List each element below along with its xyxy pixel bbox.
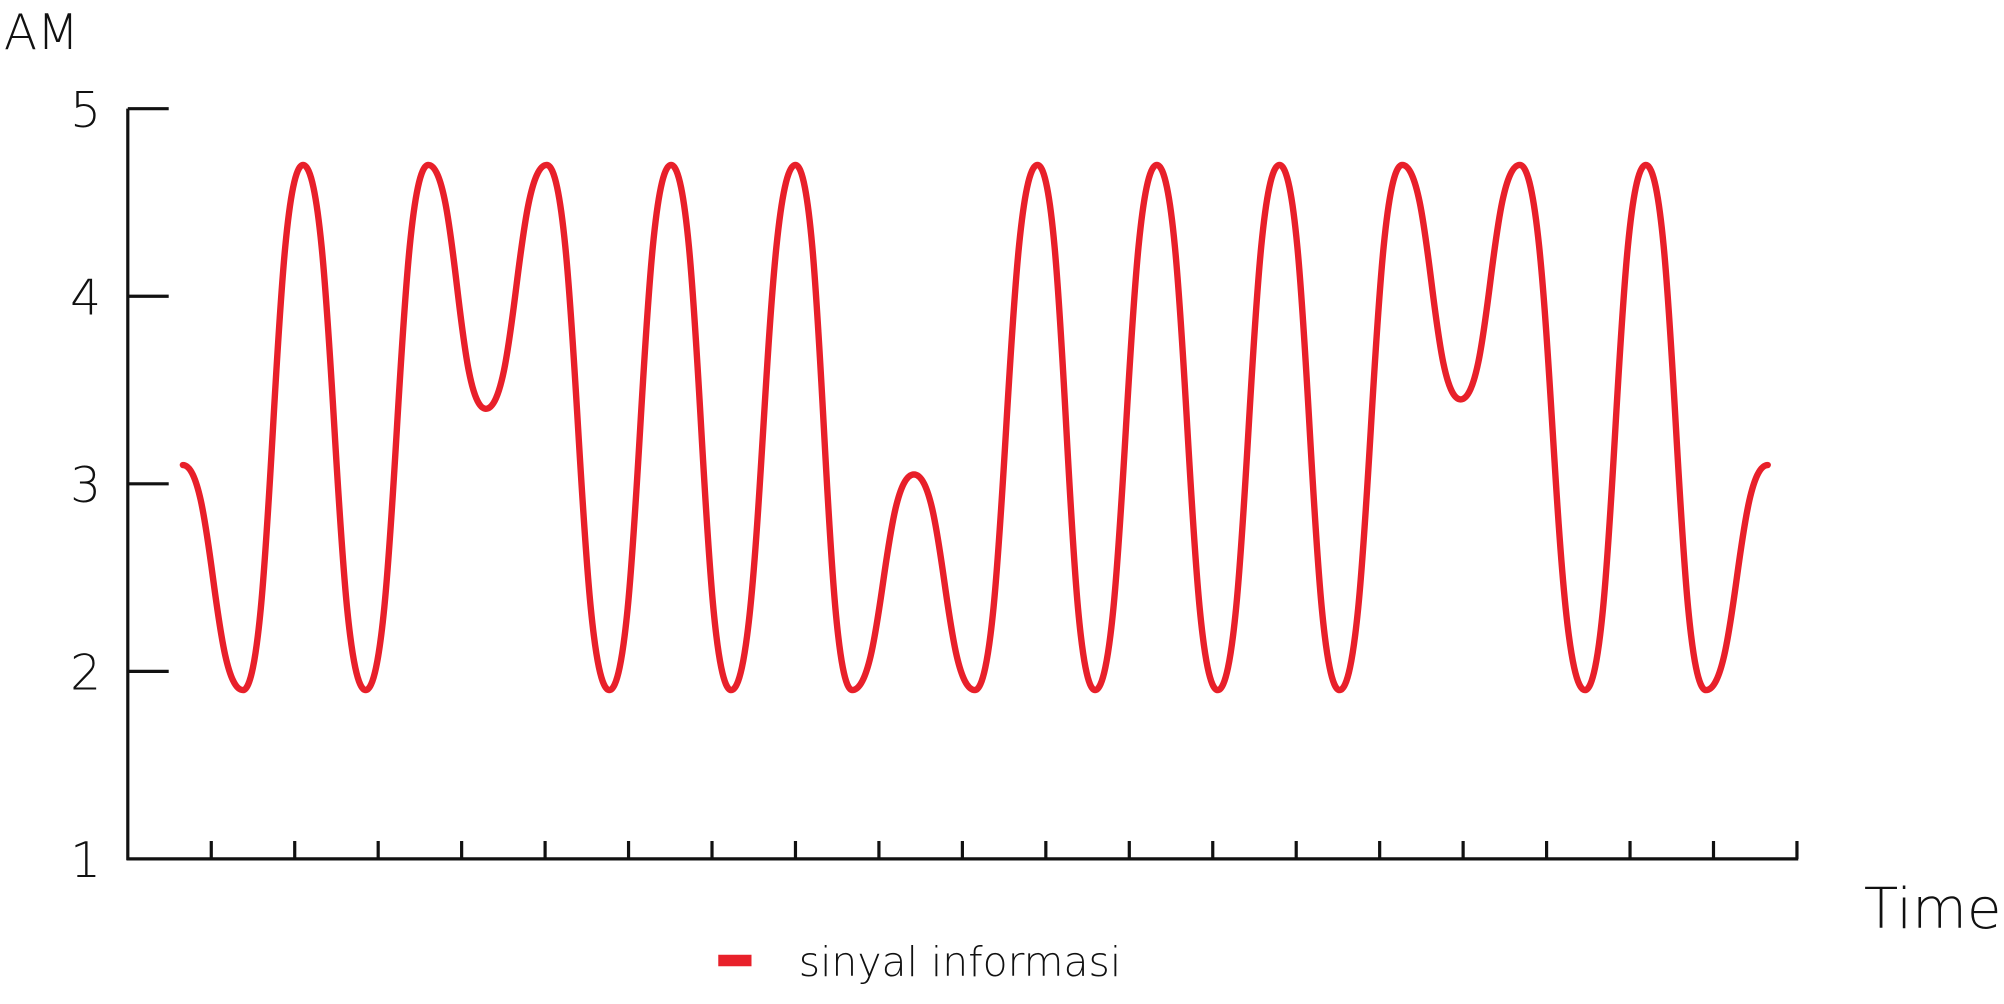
y-axis-label: AM	[4, 5, 79, 61]
legend-swatch	[718, 954, 752, 967]
y-tick-label: 5	[70, 83, 101, 139]
legend-label: sinyal informasi	[799, 938, 1121, 986]
y-tick-label: 2	[70, 645, 101, 701]
y-tick-label: 1	[70, 833, 101, 889]
signal-line	[179, 161, 1771, 694]
y-tick-label: 3	[70, 458, 101, 514]
y-tick-label: 4	[70, 270, 101, 326]
x-axis-label: Time	[1864, 877, 2002, 942]
